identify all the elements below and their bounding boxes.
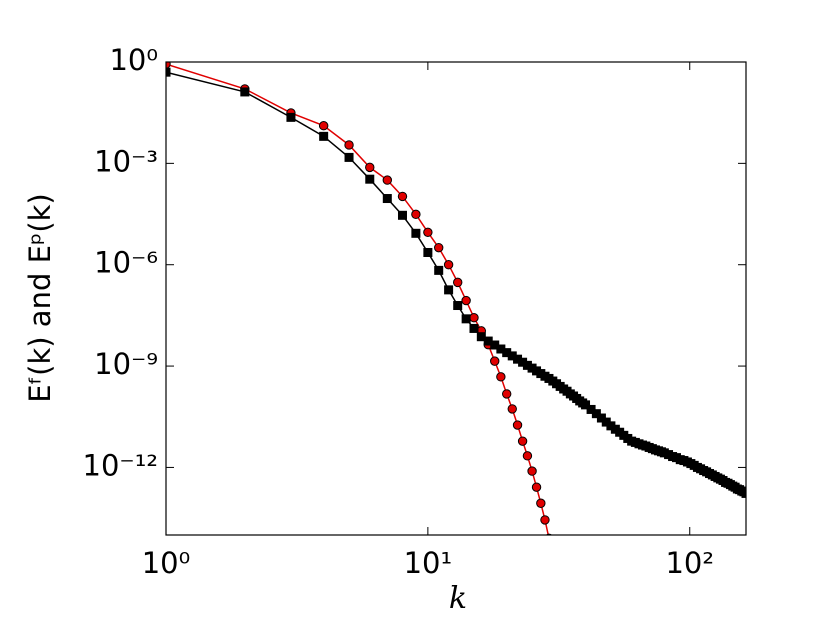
- y-axis-label: Eᶠ(k) and Eᵖ(k): [23, 193, 57, 403]
- y-tick-label: 10⁻³: [94, 144, 158, 178]
- marker: [453, 277, 463, 288]
- marker: [318, 121, 329, 131]
- marker: [319, 131, 329, 141]
- marker: [240, 87, 250, 97]
- marker: [397, 210, 407, 220]
- marker: [527, 466, 537, 476]
- y-tick-label: 10⁻⁶: [94, 246, 158, 280]
- x-axis-label: k: [449, 581, 467, 616]
- marker: [382, 194, 392, 204]
- marker: [423, 227, 433, 238]
- marker: [423, 247, 433, 257]
- x-tick-label: 10²: [665, 546, 714, 580]
- y-tick-label: 10⁻¹²: [83, 448, 158, 482]
- marker: [365, 174, 375, 184]
- marker: [434, 265, 444, 275]
- marker: [166, 67, 171, 77]
- marker: [453, 301, 463, 311]
- marker: [522, 451, 533, 461]
- marker: [512, 420, 523, 430]
- marker: [382, 175, 393, 185]
- marker: [411, 209, 421, 220]
- plot-frame: [165, 61, 747, 536]
- marker: [469, 323, 479, 333]
- marker: [490, 356, 500, 366]
- marker: [344, 140, 354, 150]
- plot-area: [166, 62, 746, 535]
- marker: [540, 515, 550, 525]
- marker: [517, 436, 528, 446]
- series-line: [166, 63, 550, 535]
- marker: [741, 488, 746, 498]
- y-tick-label: 10⁰: [109, 43, 158, 77]
- marker: [443, 260, 454, 270]
- marker: [344, 152, 354, 162]
- marker: [531, 482, 542, 492]
- marker: [536, 498, 546, 508]
- marker: [581, 400, 591, 410]
- marker: [434, 242, 444, 253]
- marker: [286, 112, 296, 122]
- marker: [496, 372, 506, 382]
- marker: [365, 162, 375, 173]
- marker: [397, 191, 408, 202]
- x-tick-label: 10⁰: [142, 546, 191, 580]
- marker: [444, 285, 454, 295]
- y-tick-label: 10⁻⁹: [94, 347, 158, 381]
- marker: [507, 404, 517, 414]
- marker: [461, 295, 471, 306]
- marker: [502, 389, 512, 399]
- marker: [411, 228, 421, 238]
- marker: [461, 314, 471, 324]
- marker: [469, 313, 479, 323]
- x-tick-label: 10¹: [404, 546, 453, 580]
